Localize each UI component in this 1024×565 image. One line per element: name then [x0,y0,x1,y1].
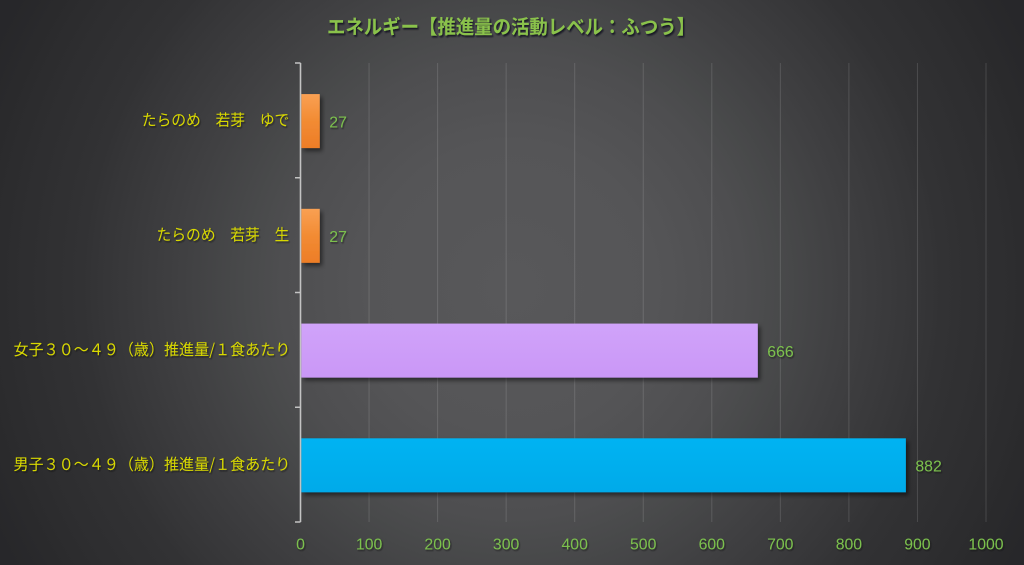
svg-text:1000: 1000 [968,537,1003,554]
svg-text:500: 500 [630,537,657,554]
svg-text:900: 900 [904,537,931,554]
svg-text:300: 300 [493,537,520,554]
svg-text:100: 100 [356,537,383,554]
svg-text:27: 27 [329,229,347,246]
svg-text:800: 800 [836,537,863,554]
svg-text:882: 882 [915,459,941,476]
svg-text:700: 700 [767,537,794,554]
svg-text:666: 666 [767,344,794,361]
svg-text:400: 400 [562,537,589,554]
svg-text:27: 27 [329,114,347,131]
svg-text:600: 600 [699,537,726,554]
svg-text:0: 0 [296,537,305,554]
svg-text:200: 200 [424,537,451,554]
